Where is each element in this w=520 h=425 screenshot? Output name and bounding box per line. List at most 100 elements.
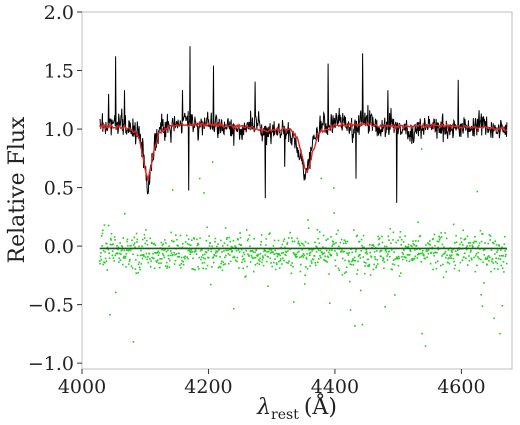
residual-point-435	[269, 257, 272, 260]
residual-point-786	[407, 254, 409, 256]
residual-point-664	[359, 253, 361, 256]
residual-point-904	[453, 260, 455, 263]
residual-point-763	[398, 255, 400, 258]
residual-point-562	[319, 255, 321, 257]
residual-point-519	[302, 256, 304, 258]
residual-point-723	[382, 257, 384, 259]
residual-point-527	[305, 256, 308, 259]
residual-point-727	[383, 245, 386, 248]
residual-point-759	[396, 256, 399, 259]
residual-point-976	[481, 305, 484, 307]
residual-point-98	[137, 272, 139, 274]
residual-point-172	[166, 267, 168, 269]
residual-point-698	[372, 268, 375, 271]
residual-point-257	[199, 249, 202, 252]
residual-point-535	[308, 252, 311, 255]
residual-point-349	[235, 249, 238, 252]
residual-point-714	[378, 237, 381, 239]
residual-point-178	[168, 266, 171, 269]
residual-point-813	[417, 240, 420, 242]
residual-point-313	[221, 269, 224, 271]
residual-point-1	[99, 262, 101, 265]
residual-point-242	[193, 251, 196, 253]
residual-point-52	[119, 242, 121, 244]
residual-point-334	[229, 260, 232, 263]
residual-point-23	[107, 224, 110, 227]
residual-point-190	[173, 251, 175, 254]
residual-point-1033	[503, 235, 506, 238]
residual-point-193	[174, 259, 177, 262]
residual-point-971	[479, 229, 482, 232]
residual-point-1032	[503, 243, 506, 245]
residual-point-460	[279, 254, 281, 257]
residual-point-278	[207, 257, 210, 259]
residual-point-117	[144, 256, 147, 259]
residual-point-681	[365, 251, 368, 253]
residual-point-909	[455, 234, 457, 237]
residual-point-189	[173, 240, 175, 243]
residual-point-168	[164, 265, 167, 267]
residual-point-771	[401, 256, 403, 258]
residual-point-665	[359, 257, 362, 259]
residual-point-840	[428, 243, 430, 245]
residual-point-463	[280, 246, 282, 249]
y-tick-label-6: 2.0	[44, 2, 74, 24]
residual-point-121	[146, 258, 148, 261]
residual-point-718	[380, 255, 382, 258]
residual-point-1036	[505, 253, 507, 256]
residual-point-456	[277, 239, 280, 242]
residual-point-91	[134, 268, 137, 270]
residual-point-8	[102, 229, 104, 232]
residual-point-410	[259, 252, 262, 255]
residual-point-974	[480, 240, 483, 243]
residual-point-167	[164, 248, 166, 251]
residual-point-965	[477, 256, 479, 258]
residual-point-92	[135, 259, 137, 261]
residual-point-722	[382, 259, 384, 262]
residual-point-761	[397, 239, 399, 242]
residual-point-252	[197, 243, 200, 246]
residual-point-124	[147, 261, 150, 264]
residual-point-818	[419, 235, 422, 237]
residual-point-377	[246, 239, 249, 242]
residual-point-883	[445, 256, 447, 259]
residual-point-459	[278, 267, 281, 269]
residual-point-688	[368, 263, 371, 266]
residual-point-140	[153, 267, 156, 270]
residual-point-20	[106, 246, 109, 249]
residual-point-396	[254, 251, 256, 254]
residual-point-838	[427, 252, 430, 255]
residual-point-1024	[500, 264, 502, 267]
residual-point-774	[402, 253, 404, 255]
residual-point-445	[273, 253, 275, 255]
residual-point-756	[395, 241, 397, 244]
residual-point-192	[174, 254, 176, 256]
residual-point-282	[209, 242, 212, 244]
residual-point-80	[130, 244, 132, 247]
residual-point-663	[358, 240, 361, 243]
residual-point-992	[487, 255, 490, 257]
residual-point-64	[124, 212, 126, 215]
residual-point-538	[309, 251, 312, 254]
residual-point-910	[455, 241, 458, 243]
residual-point-933	[464, 238, 467, 240]
residual-point-956	[473, 240, 476, 243]
residual-point-588	[329, 253, 331, 256]
residual-point-264	[202, 267, 204, 270]
residual-point-629	[345, 271, 348, 273]
residual-point-427	[266, 251, 268, 253]
residual-point-4	[100, 258, 103, 261]
residual-point-196	[175, 253, 178, 255]
residual-point-423	[264, 250, 267, 252]
residual-point-270	[204, 251, 207, 253]
residual-point-768	[400, 272, 402, 274]
residual-point-501	[295, 256, 297, 259]
residual-point-765	[398, 275, 401, 277]
residual-point-851	[432, 237, 435, 240]
residual-point-212	[182, 243, 184, 245]
residual-point-514	[300, 256, 302, 258]
residual-point-277	[207, 249, 210, 252]
residual-point-159	[161, 249, 163, 251]
residual-point-749	[392, 231, 395, 234]
residual-point-877	[442, 276, 445, 279]
